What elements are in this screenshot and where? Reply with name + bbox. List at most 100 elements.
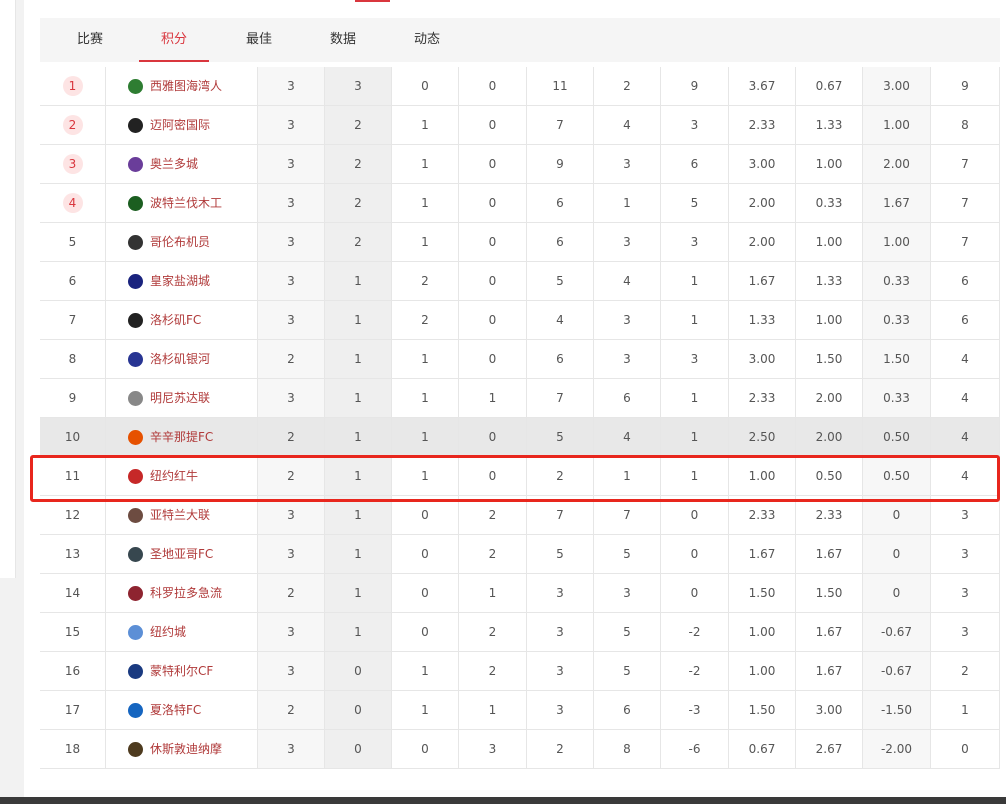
stat-cell: 1 bbox=[392, 106, 459, 145]
rank-cell: 11 bbox=[40, 457, 106, 496]
stat-cell: 0.67 bbox=[729, 730, 796, 769]
stat-cell: 4 bbox=[931, 418, 1000, 457]
stat-cell: 1.50 bbox=[796, 340, 863, 379]
stat-cell: 0 bbox=[392, 535, 459, 574]
stat-cell: 3 bbox=[258, 145, 325, 184]
rank-cell: 2 bbox=[40, 106, 106, 145]
stat-cell: 0 bbox=[392, 496, 459, 535]
stat-cell: 0.50 bbox=[863, 457, 931, 496]
stat-cell: 6 bbox=[527, 184, 594, 223]
stat-cell: 1 bbox=[661, 379, 729, 418]
team-name[interactable]: 纽约红牛 bbox=[106, 457, 258, 496]
stat-cell: 3 bbox=[527, 652, 594, 691]
team-name[interactable]: 圣地亚哥FC bbox=[106, 535, 258, 574]
stat-cell: 3 bbox=[594, 223, 661, 262]
rank: 6 bbox=[68, 274, 77, 288]
stat-cell: 3.00 bbox=[796, 691, 863, 730]
team-name[interactable]: 科罗拉多急流 bbox=[106, 574, 258, 613]
team-icon bbox=[128, 430, 143, 445]
stat-cell: 3.00 bbox=[863, 67, 931, 106]
stat-cell: 0 bbox=[459, 184, 527, 223]
stat-cell: 3 bbox=[594, 145, 661, 184]
team-icon bbox=[128, 352, 143, 367]
stat-cell: 1 bbox=[931, 691, 1000, 730]
stat-cell: 1.00 bbox=[863, 223, 931, 262]
stat-cell: 1 bbox=[392, 379, 459, 418]
rank-cell: 8 bbox=[40, 340, 106, 379]
rank-cell: 4 bbox=[40, 184, 106, 223]
stat-cell: 3 bbox=[258, 184, 325, 223]
stat-cell: 1.50 bbox=[796, 574, 863, 613]
stat-cell: 1 bbox=[661, 301, 729, 340]
stat-cell: 0 bbox=[459, 301, 527, 340]
stat-cell: 3.00 bbox=[729, 145, 796, 184]
stat-cell: 1.00 bbox=[729, 613, 796, 652]
tab[interactable]: 积分 bbox=[139, 18, 209, 62]
stat-cell: 7 bbox=[931, 184, 1000, 223]
team-name[interactable]: 休斯敦迪纳摩 bbox=[106, 730, 258, 769]
stat-cell: 1 bbox=[661, 262, 729, 301]
stat-cell: 0 bbox=[459, 67, 527, 106]
stat-cell: 1.00 bbox=[796, 223, 863, 262]
team-name[interactable]: 西雅图海湾人 bbox=[106, 67, 258, 106]
stat-cell: 1 bbox=[392, 418, 459, 457]
stat-cell: 3 bbox=[258, 379, 325, 418]
rank: 12 bbox=[64, 508, 81, 522]
team-icon bbox=[128, 547, 143, 562]
team-name[interactable]: 纽约城 bbox=[106, 613, 258, 652]
stat-cell: 1 bbox=[392, 145, 459, 184]
rank-cell: 18 bbox=[40, 730, 106, 769]
team-icon bbox=[128, 586, 143, 601]
team-name[interactable]: 夏洛特FC bbox=[106, 691, 258, 730]
stat-cell: 2 bbox=[258, 691, 325, 730]
stat-cell: 1.50 bbox=[729, 574, 796, 613]
team-icon bbox=[128, 508, 143, 523]
tab[interactable]: 数据 bbox=[329, 32, 356, 47]
stat-cell: 0 bbox=[459, 418, 527, 457]
team-name[interactable]: 波特兰伐木工 bbox=[106, 184, 258, 223]
stat-cell: -2.00 bbox=[863, 730, 931, 769]
team-name[interactable]: 皇家盐湖城 bbox=[106, 262, 258, 301]
rank: 7 bbox=[68, 313, 77, 327]
stat-cell: 2 bbox=[325, 184, 392, 223]
team-name[interactable]: 亚特兰大联 bbox=[106, 496, 258, 535]
team-icon bbox=[128, 703, 143, 718]
team-name[interactable]: 迈阿密国际 bbox=[106, 106, 258, 145]
stat-cell: 2 bbox=[325, 145, 392, 184]
rank: 17 bbox=[64, 703, 81, 717]
team-name[interactable]: 洛杉矶FC bbox=[106, 301, 258, 340]
stat-cell: 2.00 bbox=[863, 145, 931, 184]
team-icon bbox=[128, 625, 143, 640]
team-name[interactable]: 哥伦布机员 bbox=[106, 223, 258, 262]
stat-cell: 9 bbox=[527, 145, 594, 184]
stat-cell: 1 bbox=[594, 457, 661, 496]
tab[interactable]: 比赛 bbox=[76, 32, 103, 47]
stat-cell: 0 bbox=[459, 106, 527, 145]
tab[interactable]: 最佳 bbox=[245, 32, 272, 47]
stat-cell: 0 bbox=[325, 691, 392, 730]
rank: 8 bbox=[68, 352, 77, 366]
team-name[interactable]: 洛杉矶银河 bbox=[106, 340, 258, 379]
stat-cell: 1 bbox=[392, 184, 459, 223]
rank: 16 bbox=[64, 664, 81, 678]
team-name[interactable]: 奥兰多城 bbox=[106, 145, 258, 184]
stat-cell: 8 bbox=[931, 106, 1000, 145]
stat-cell: 1 bbox=[325, 301, 392, 340]
team-name[interactable]: 蒙特利尔CF bbox=[106, 652, 258, 691]
stat-cell: 9 bbox=[661, 67, 729, 106]
stat-cell: 1.50 bbox=[729, 691, 796, 730]
stat-cell: 0 bbox=[459, 340, 527, 379]
stat-cell: 0 bbox=[459, 262, 527, 301]
tab[interactable]: 动态 bbox=[413, 32, 440, 47]
stat-cell: 1.00 bbox=[729, 457, 796, 496]
stat-cell: 0 bbox=[392, 613, 459, 652]
stat-cell: 2.50 bbox=[729, 418, 796, 457]
rank-cell: 17 bbox=[40, 691, 106, 730]
stat-cell: 1 bbox=[392, 223, 459, 262]
team-name[interactable]: 辛辛那提FC bbox=[106, 418, 258, 457]
team-name[interactable]: 明尼苏达联 bbox=[106, 379, 258, 418]
stat-cell: 3 bbox=[258, 223, 325, 262]
team-icon bbox=[128, 742, 143, 757]
stat-cell: 0 bbox=[459, 223, 527, 262]
stat-cell: 4 bbox=[931, 340, 1000, 379]
